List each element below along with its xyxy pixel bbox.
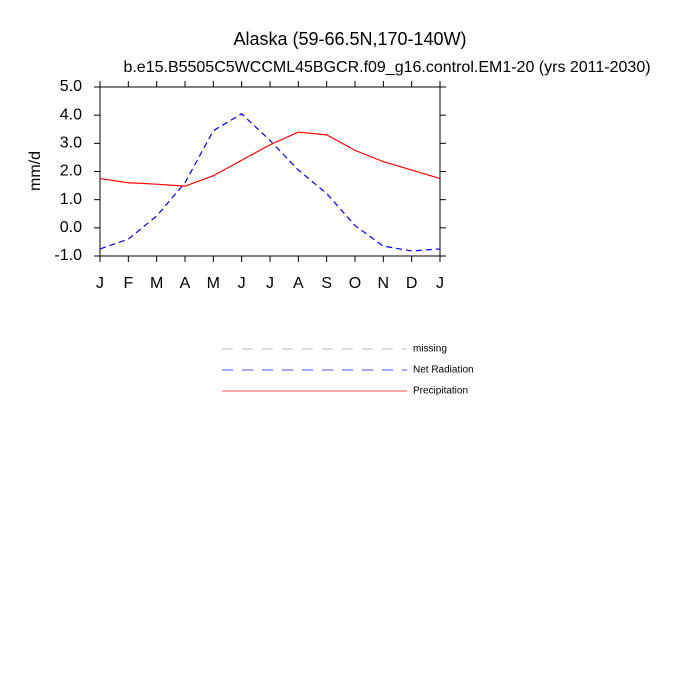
- legend-label: Precipitation: [413, 386, 468, 397]
- x-tick-label: N: [378, 275, 390, 292]
- y-axis-label: mm/d: [27, 151, 44, 191]
- x-tick-label: J: [96, 275, 104, 292]
- x-tick-label: M: [207, 275, 220, 292]
- chart-title: Alaska (59-66.5N,170-140W): [233, 29, 466, 49]
- legend-label: Net Radiation: [413, 365, 474, 376]
- series-line: [99, 131, 441, 187]
- x-tick-label: A: [180, 275, 191, 292]
- y-tick-label: 4.0: [60, 106, 82, 123]
- y-tick-label: 2.0: [60, 163, 82, 180]
- x-tick-label: J: [436, 275, 444, 292]
- x-tick-label: S: [321, 275, 332, 292]
- x-tick-label: J: [266, 275, 274, 292]
- x-tick-label: A: [293, 275, 304, 292]
- chart-subtitle: b.e15.B5505C5WCCML45BGCR.f09_g16.control…: [123, 59, 650, 76]
- legend-label: missing: [413, 344, 447, 355]
- x-tick-label: O: [349, 275, 361, 292]
- y-tick-label: 1.0: [60, 191, 82, 208]
- x-tick-label: D: [406, 275, 418, 292]
- y-tick-label: -1.0: [54, 247, 82, 264]
- y-tick-label: 3.0: [60, 135, 82, 152]
- x-tick-label: F: [123, 275, 133, 292]
- y-tick-label: 0.0: [60, 219, 82, 236]
- x-tick-label: J: [238, 275, 246, 292]
- x-tick-label: M: [150, 275, 163, 292]
- y-tick-label: 5.0: [60, 78, 82, 95]
- series-line: [99, 113, 441, 252]
